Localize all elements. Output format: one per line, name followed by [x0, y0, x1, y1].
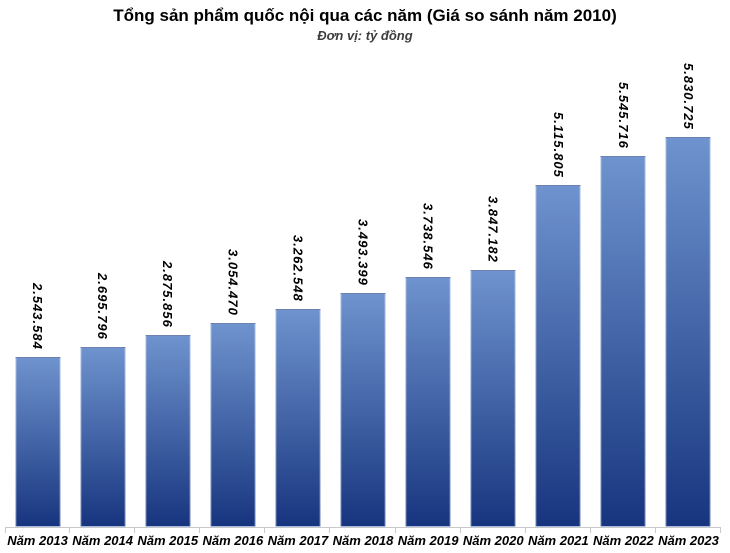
bar-value-label: 5.115.805 [550, 112, 566, 178]
bar [665, 137, 711, 527]
x-axis-label: Năm 2016 [202, 533, 264, 548]
x-axis-label: Năm 2015 [137, 533, 199, 548]
bar [535, 185, 581, 527]
bar [470, 270, 516, 527]
bar [210, 323, 256, 527]
x-axis-label: Năm 2021 [527, 533, 589, 548]
bar-column: 5.115.805 Năm 2021 [526, 112, 591, 548]
bar-value-label: 2.875.856 [160, 261, 176, 328]
bar-value-label: 3.262.548 [290, 235, 306, 302]
chart-subtitle: Đơn vị: tỷ đồng [317, 28, 413, 43]
x-axis-label: Năm 2023 [658, 533, 719, 548]
x-axis-label: Năm 2020 [462, 533, 524, 548]
x-axis-label: Năm 2019 [397, 533, 459, 548]
bar-value-label: 5.545.716 [615, 82, 631, 149]
bar [275, 309, 321, 527]
bar [405, 277, 451, 527]
bar [145, 335, 191, 527]
bar-column: 2.543.584 Năm 2013 [5, 138, 71, 548]
bar-column: 5.545.716 Năm 2022 [591, 82, 657, 548]
bar-column: 2.695.796 Năm 2014 [70, 138, 136, 548]
bar-value-label: 2.695.796 [95, 273, 111, 340]
x-axis-label: Năm 2018 [332, 533, 394, 548]
bar-column: 2.875.856 Năm 2015 [135, 138, 201, 548]
bar-value-label: 3.738.546 [420, 203, 436, 270]
bar-column: 3.738.546 Năm 2019 [396, 138, 461, 548]
bar-column: 5.830.725 Năm 2023 [656, 63, 722, 548]
bar [340, 293, 386, 527]
x-axis-label: Năm 2017 [267, 533, 329, 548]
bar-value-label: 5.830.725 [680, 63, 696, 130]
bar [15, 357, 61, 527]
bar-column: 3.262.548 Năm 2017 [265, 138, 331, 548]
bar-column: 3.054.470 Năm 2016 [200, 138, 266, 548]
bar-column: 3.493.399 Năm 2018 [330, 138, 396, 548]
x-axis-label: Năm 2022 [593, 533, 654, 548]
x-axis-label: Năm 2014 [72, 533, 133, 548]
plot-area: 2.543.584 Năm 2013 2.695.796 Năm 2014 2.875.… [5, 63, 722, 548]
chart-title: Tổng sản phẩm quốc nội qua các năm (Giá … [113, 6, 617, 25]
bar-column: 3.847.182 Năm 2020 [461, 138, 526, 548]
x-axis-label: Năm 2013 [7, 533, 68, 548]
bar [80, 347, 126, 527]
bar-value-label: 2.543.584 [30, 283, 46, 350]
bar [600, 156, 646, 527]
bar-value-label: 3.847.182 [485, 196, 501, 263]
bar-value-label: 3.054.470 [225, 249, 241, 316]
bar-value-label: 3.493.399 [355, 219, 371, 286]
